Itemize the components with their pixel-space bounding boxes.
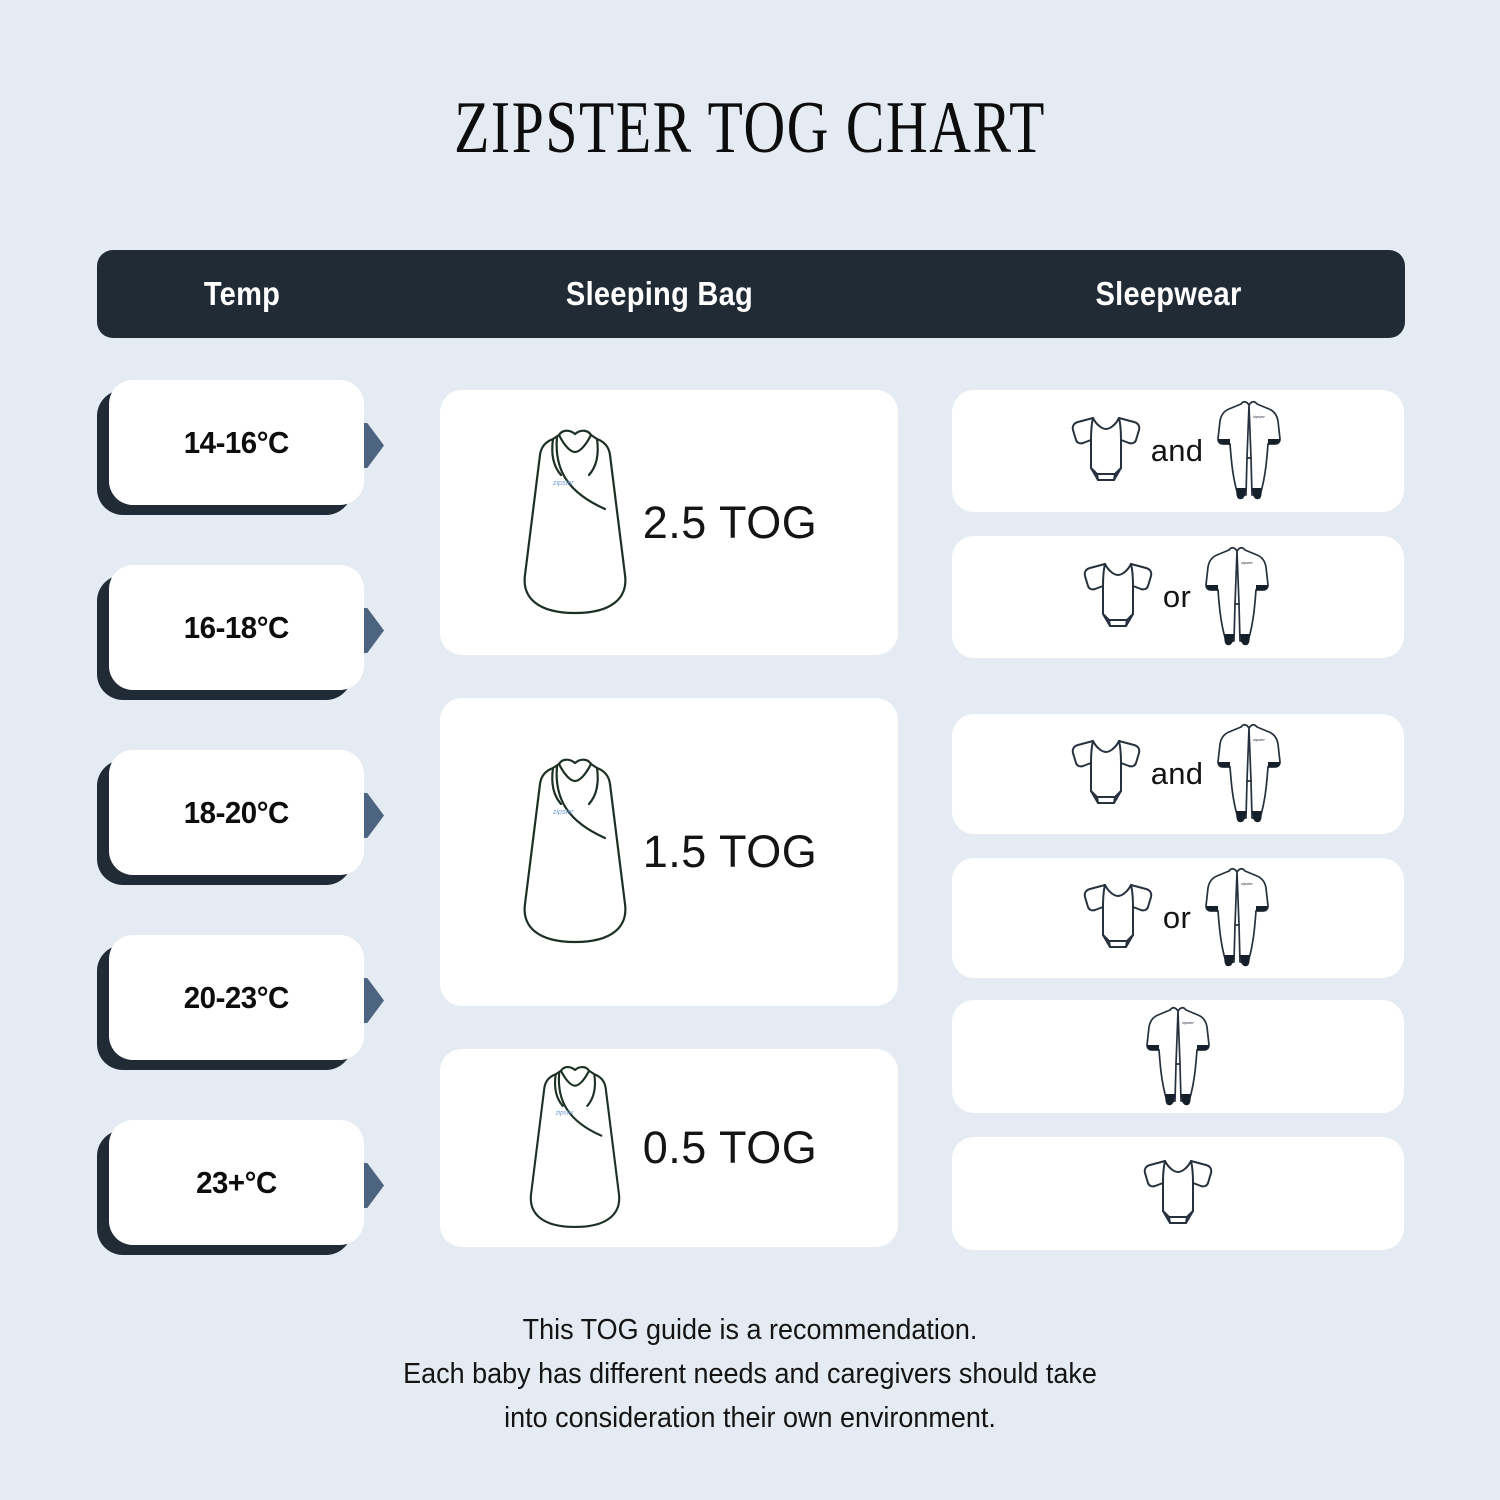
svg-text:zipster: zipster	[1240, 560, 1253, 565]
column-header-sleepwear: Sleepwear	[1095, 275, 1242, 312]
sleeping-bag-card-2-5-tog[interactable]: zipster 2.5 TOG	[440, 390, 898, 655]
bodysuit-icon	[1069, 733, 1143, 815]
sleeping-bag-icon: zipster	[521, 425, 629, 621]
table-header-bar: Temp Sleeping Bag Sleepwear	[97, 250, 1405, 338]
column-header-temp: Temp	[203, 275, 281, 312]
sleepsuit-icon: zipster	[1140, 1004, 1216, 1110]
sleepwear-card-5[interactable]: zipster	[952, 1000, 1404, 1113]
sleepsuit-icon: zipster	[1199, 865, 1275, 971]
bodysuit-icon	[1141, 1153, 1215, 1235]
sleepwear-card-2[interactable]: or zipster	[952, 536, 1404, 658]
temp-pill-20-23[interactable]: 20-23°C	[109, 935, 364, 1060]
bodysuit-icon	[1069, 410, 1143, 492]
footer-line-3: into consideration their own environment…	[504, 1402, 996, 1435]
temp-row: 18-20°C	[97, 750, 397, 885]
temp-pill-14-16[interactable]: 14-16°C	[109, 380, 364, 505]
page-title: ZIPSTER TOG CHART	[454, 87, 1046, 169]
sleepwear-card-1[interactable]: and zipster	[952, 390, 1404, 512]
sleepwear-column: and zipster	[952, 390, 1404, 1274]
svg-text:zipster: zipster	[1252, 737, 1265, 742]
footer-line-1: This TOG guide is a recommendation.	[522, 1314, 978, 1346]
tog-label: 1.5 TOG	[642, 826, 818, 877]
sleepsuit-icon: zipster	[1199, 544, 1275, 650]
sleepsuit-icon: zipster	[1211, 398, 1287, 504]
conjunction-label: or	[1162, 900, 1192, 935]
conjunction-label: and	[1150, 756, 1204, 791]
temp-row: 23+°C	[97, 1120, 397, 1255]
sleeping-bag-card-0-5-tog[interactable]: zipster 0.5 TOG	[440, 1049, 898, 1247]
temp-label: 23+°C	[196, 1164, 277, 1200]
temp-row: 20-23°C	[97, 935, 397, 1070]
temperature-column: 14-16°C 16-18°C 18-20°C 20-23°C 23+°C	[97, 380, 397, 1305]
bodysuit-icon	[1081, 877, 1155, 959]
sleeping-bag-column: zipster 2.5 TOG zipster 1.5 TOG	[440, 390, 898, 1247]
footer-line-2: Each baby has different needs and caregi…	[403, 1358, 1097, 1391]
temp-label: 14-16°C	[183, 424, 290, 460]
conjunction-label: and	[1150, 433, 1204, 468]
svg-text:zipster: zipster	[1252, 414, 1265, 419]
bodysuit-icon	[1081, 556, 1155, 638]
sleepwear-card-6[interactable]	[952, 1137, 1404, 1250]
temp-row: 16-18°C	[97, 565, 397, 700]
tog-label: 0.5 TOG	[642, 1122, 818, 1173]
svg-text:zipster: zipster	[552, 480, 574, 487]
temp-pill-23-plus[interactable]: 23+°C	[109, 1120, 364, 1245]
sleepwear-card-4[interactable]: or zipster	[952, 858, 1404, 978]
sleeping-bag-card-1-5-tog[interactable]: zipster 1.5 TOG	[440, 698, 898, 1006]
svg-text:zipster: zipster	[554, 1110, 574, 1117]
sleepwear-card-3[interactable]: and zipster	[952, 714, 1404, 834]
temp-label: 18-20°C	[183, 794, 290, 830]
temp-pill-16-18[interactable]: 16-18°C	[109, 565, 364, 690]
conjunction-label: or	[1162, 579, 1192, 614]
column-header-sleeping-bag: Sleeping Bag	[565, 275, 754, 312]
footer-disclaimer: This TOG guide is a recommendation. Each…	[53, 1308, 1448, 1440]
sleepsuit-icon: zipster	[1211, 721, 1287, 827]
temp-label: 16-18°C	[183, 609, 290, 645]
sleeping-bag-icon: zipster	[521, 1062, 629, 1234]
sleeping-bag-icon: zipster	[521, 754, 629, 950]
svg-text:zipster: zipster	[1240, 881, 1253, 886]
svg-text:zipster: zipster	[1181, 1020, 1194, 1025]
svg-text:zipster: zipster	[552, 809, 574, 816]
tog-label: 2.5 TOG	[642, 496, 818, 548]
temp-pill-18-20[interactable]: 18-20°C	[109, 750, 364, 875]
temp-label: 20-23°C	[183, 979, 290, 1015]
temp-row: 14-16°C	[97, 380, 397, 515]
